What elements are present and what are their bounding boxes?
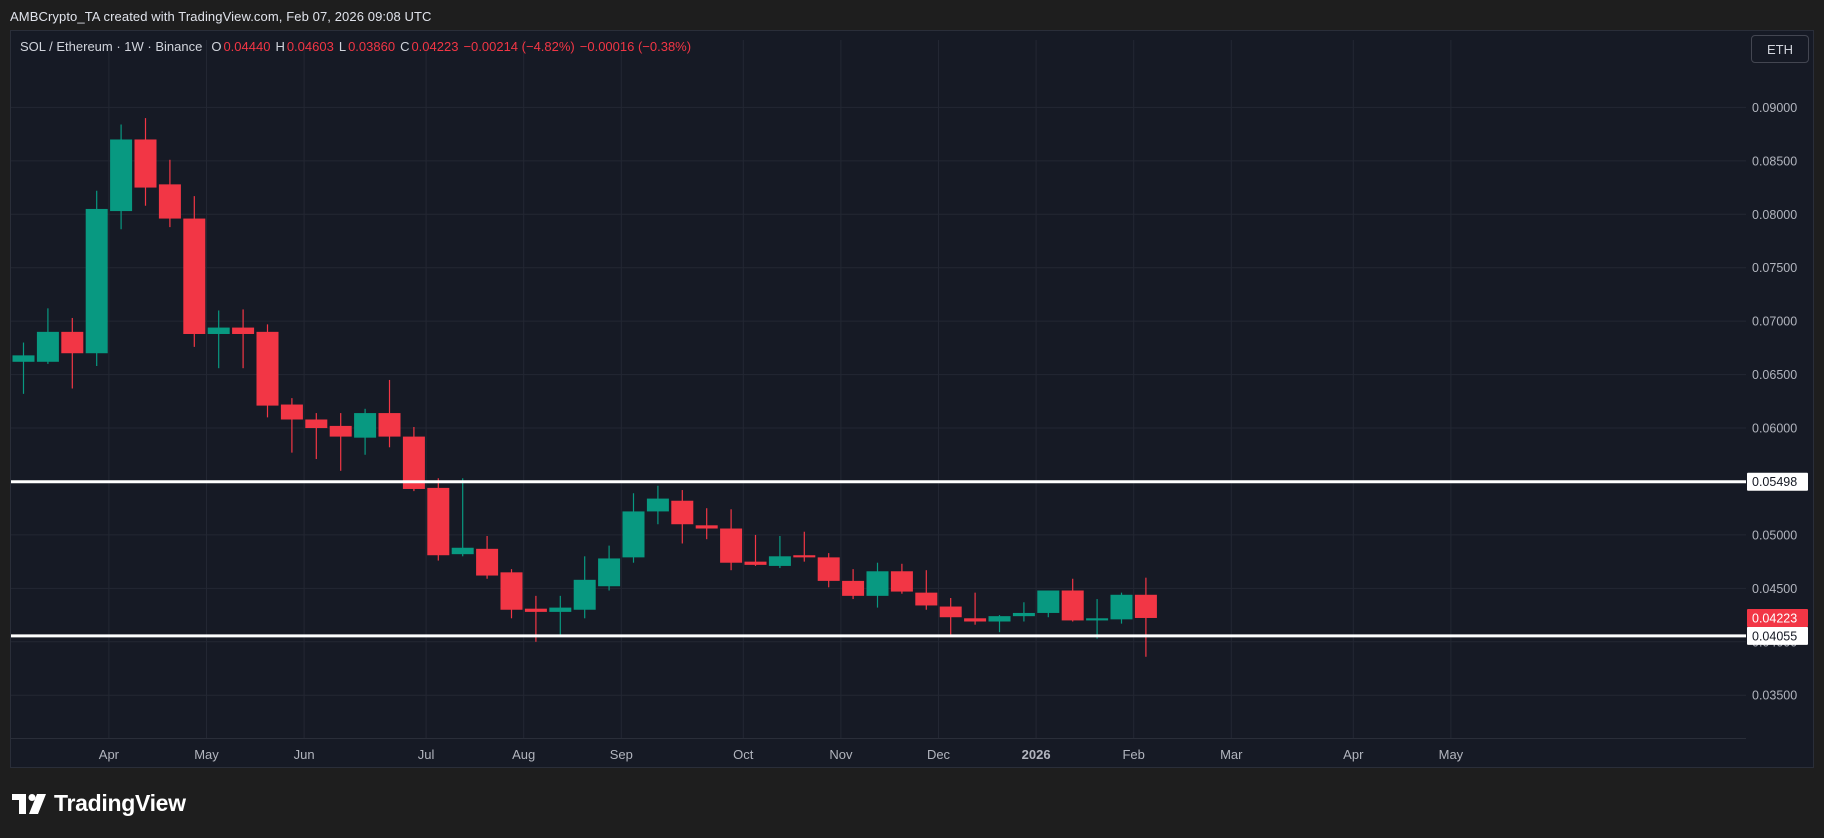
candle-down xyxy=(915,592,938,606)
candle-down xyxy=(500,572,523,610)
candle-up xyxy=(549,607,572,612)
x-tick-label: Nov xyxy=(829,747,853,762)
legend-change: −0.00214 (−4.82%) xyxy=(463,39,575,54)
legend-low: L 0.03860 xyxy=(338,39,396,54)
candle-down xyxy=(378,413,401,437)
candle-down xyxy=(842,580,865,596)
candle-up xyxy=(85,208,108,354)
x-tick-label: Apr xyxy=(1343,747,1364,762)
candle-down xyxy=(1061,590,1084,621)
y-tick-label: 0.03500 xyxy=(1752,689,1797,703)
candle-up xyxy=(1086,618,1109,621)
candle-up xyxy=(598,558,621,587)
candle-up xyxy=(1037,590,1060,613)
y-tick-label: 0.07500 xyxy=(1752,261,1797,275)
candle-up xyxy=(207,327,230,334)
legend-open: O 0.04440 xyxy=(211,39,271,54)
y-tick-label: 0.05000 xyxy=(1752,528,1797,542)
candle-down xyxy=(476,548,499,576)
chart-frame[interactable] xyxy=(10,30,1814,768)
x-tick-label: May xyxy=(194,747,219,762)
candle-up xyxy=(1012,612,1035,617)
candle-down xyxy=(329,425,352,437)
candle-down xyxy=(427,487,450,556)
level-price-label: 0.05498 xyxy=(1752,475,1797,489)
y-tick-label: 0.04500 xyxy=(1752,582,1797,596)
tradingview-logo[interactable]: TradingView xyxy=(12,790,186,817)
candle-down xyxy=(402,436,425,489)
candle-down xyxy=(305,419,328,429)
y-tick-label: 0.08000 xyxy=(1752,208,1797,222)
candle-down xyxy=(61,331,84,354)
candle-up xyxy=(646,498,669,512)
legend-symbol: SOL / Ethereum · 1W · Binance xyxy=(20,39,203,54)
candle-down xyxy=(720,528,743,563)
legend-high: H 0.04603 xyxy=(275,39,334,54)
currency-button[interactable]: ETH xyxy=(1751,35,1809,63)
tradingview-wordmark: TradingView xyxy=(54,790,186,816)
last-price-label: 0.04223 xyxy=(1752,611,1797,625)
x-tick-label: May xyxy=(1439,747,1464,762)
candle-down xyxy=(232,327,255,334)
candle-down xyxy=(793,555,816,558)
candle-up xyxy=(12,355,35,362)
candle-down xyxy=(671,500,694,525)
tradingview-logo-icon xyxy=(12,793,46,814)
x-tick-label: 2026 xyxy=(1022,747,1051,762)
candle-down xyxy=(890,571,913,592)
chart-caption: AMBCrypto_TA created with TradingView.co… xyxy=(10,9,432,24)
x-tick-label: Aug xyxy=(512,747,535,762)
candle-up xyxy=(866,571,889,596)
candle-down xyxy=(695,525,718,529)
candle-up xyxy=(354,413,377,438)
x-tick-label: Apr xyxy=(99,747,120,762)
x-tick-label: Mar xyxy=(1220,747,1243,762)
candle-up xyxy=(36,331,59,362)
level-price-tag xyxy=(1747,472,1808,491)
y-tick-label: 0.07000 xyxy=(1752,315,1797,329)
legend-change-secondary: −0.00016 (−0.38%) xyxy=(579,39,692,54)
y-tick-label: 0.08500 xyxy=(1752,154,1797,168)
x-tick-label: Jun xyxy=(294,747,315,762)
y-tick-label: 0.09000 xyxy=(1752,101,1797,115)
candle-up xyxy=(110,139,133,212)
candle-down xyxy=(524,608,547,612)
candle-up xyxy=(622,511,645,558)
candle-up xyxy=(768,556,791,566)
candle-down xyxy=(744,561,767,565)
level-price-label: 0.04055 xyxy=(1752,629,1797,643)
candle-up xyxy=(451,547,474,555)
candle-up xyxy=(988,616,1011,622)
x-tick-label: Feb xyxy=(1122,747,1144,762)
candle-up xyxy=(1110,594,1133,620)
candle-down xyxy=(134,139,157,188)
chart-legend: SOL / Ethereum · 1W · Binance O 0.04440 H… xyxy=(20,39,691,54)
candle-down xyxy=(280,404,303,420)
x-tick-label: Jul xyxy=(418,747,435,762)
candle-down xyxy=(1134,594,1157,618)
candle-down xyxy=(964,618,987,622)
x-tick-label: Dec xyxy=(927,747,951,762)
legend-close: C 0.04223 xyxy=(400,39,459,54)
candle-up xyxy=(573,579,596,610)
x-tick-label: Oct xyxy=(733,747,754,762)
candle-down xyxy=(158,184,181,219)
candle-down xyxy=(256,331,279,406)
level-price-tag xyxy=(1747,626,1808,645)
y-tick-label: 0.06000 xyxy=(1752,422,1797,436)
candle-down xyxy=(939,606,962,618)
last-price-tag xyxy=(1747,608,1808,627)
candle-down xyxy=(817,557,840,581)
candle-down xyxy=(183,218,206,334)
x-tick-label: Sep xyxy=(610,747,633,762)
y-tick-label: 0.06500 xyxy=(1752,368,1797,382)
